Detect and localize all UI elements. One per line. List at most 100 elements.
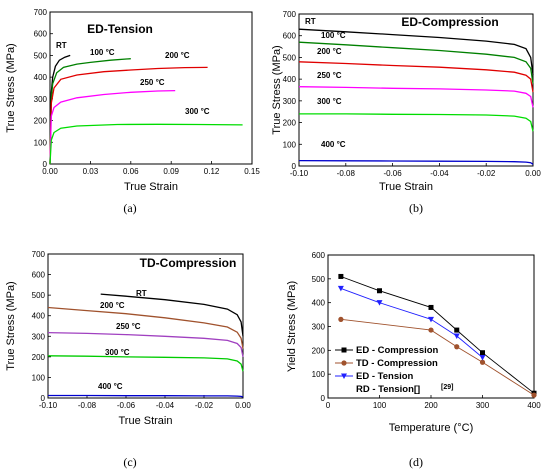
caption-b: (b) [409, 201, 423, 215]
series-line-a-1 [49, 58, 131, 165]
series-line-c-0 [100, 293, 244, 337]
x-tick-label-d: 0 [326, 401, 331, 410]
y-axis-title-d: Yield Stress (MPa) [286, 281, 298, 372]
legend-label-0: ED - Compression [356, 345, 439, 356]
curve-label-b-3: 250 °C [317, 71, 342, 80]
panel-d: 0 100 200 300 400 0 100 200 300 400 500 600 Temperat… [275, 238, 550, 476]
marker-d-0 [377, 288, 382, 294]
y-tick-label-b: 400 [283, 75, 297, 84]
y-tick-label-d: 200 [312, 346, 326, 355]
series-line-b-4 [299, 113, 534, 132]
series-line-d-0 [340, 276, 535, 394]
x-tick-label-d: 100 [373, 401, 387, 410]
x-tick-label-a: 0.15 [244, 167, 260, 176]
y-tick-label-b: 700 [283, 10, 297, 19]
series-line-b-1 [298, 41, 534, 84]
curve-label-b-5: 400 °C [321, 140, 346, 149]
x-tick-label-c: -0.06 [117, 401, 136, 410]
panel-b: -0.10 -0.08 -0.06 -0.04 -0.02 0.00 0 100 200 300 4… [271, 0, 550, 238]
curve-label-a-3: 250 °C [140, 78, 165, 87]
caption-c: (c) [123, 455, 137, 469]
x-tick-label-a: 0.06 [123, 167, 139, 176]
y-tick-label-c: 200 [32, 353, 46, 362]
y-tick-label-a: 700 [34, 8, 48, 17]
x-tick-label-c: -0.10 [39, 401, 58, 410]
curve-label-a-0: RT [56, 41, 67, 50]
chart-ed-tension: 0.00 0.03 0.06 0.09 0.12 0.15 0 100 200 300 400 500… [5, 8, 260, 193]
y-tick-label-d: 300 [312, 323, 326, 332]
chart-title-a: ED-Tension [87, 22, 153, 36]
marker-d-1 [479, 359, 486, 365]
y-axis-title-c: True Stress (MPa) [5, 281, 17, 370]
y-tick-label-a: 100 [34, 138, 48, 147]
y-tick-label-c: 600 [32, 271, 46, 280]
marker-d-1 [531, 392, 537, 398]
y-axis-title-a: True Stress (MPa) [5, 43, 17, 132]
curve-label-c-3: 300 °C [105, 348, 130, 357]
x-axis-title-c: True Strain [118, 415, 172, 427]
legend-marker-1 [341, 360, 347, 366]
marker-d-1 [338, 316, 344, 322]
x-tick-label-c: -0.04 [156, 401, 175, 410]
y-tick-label-b: 500 [283, 53, 297, 62]
y-tick-label-a: 500 [34, 51, 48, 60]
marker-d-1 [428, 327, 434, 333]
series-line-a-2 [49, 66, 208, 165]
y-tick-label-b: 300 [283, 97, 297, 106]
y-tick-label-d: 600 [312, 251, 326, 260]
y-tick-label-b: 100 [283, 140, 297, 149]
x-tick-label-a: 0.03 [83, 167, 99, 176]
marker-d-0 [428, 304, 434, 310]
marker-d-2 [337, 285, 344, 292]
x-tick-label-c: -0.02 [195, 401, 214, 410]
y-tick-label-d: 500 [312, 275, 326, 284]
legend-label-2: ED - Tension [356, 371, 414, 382]
curve-label-a-2: 200 °C [165, 51, 190, 60]
curve-label-b-1: 100 °C [321, 31, 346, 40]
series-line-c-1 [47, 306, 244, 349]
y-tick-label-d: 0 [321, 394, 326, 403]
chart-ed-compression: -0.10 -0.08 -0.06 -0.04 -0.02 0.00 0 100 200 300 4… [271, 10, 541, 193]
curve-label-c-1: 200 °C [100, 301, 125, 310]
reference-annotation-d: [29] [441, 384, 453, 391]
x-axis-title-a: True Strain [124, 181, 178, 193]
x-tick-label-b: -0.02 [477, 169, 496, 178]
marker-d-2 [376, 300, 383, 306]
series-line-b-2 [298, 61, 534, 93]
y-tick-label-a: 400 [34, 73, 48, 82]
x-tick-label-d: 300 [476, 401, 490, 410]
x-tick-label-d: 200 [424, 401, 438, 410]
x-tick-label-b: -0.06 [383, 169, 402, 178]
plot-frame-a [49, 11, 253, 165]
x-tick-label-b: 0.00 [525, 169, 541, 178]
x-tick-label-a: 0.09 [163, 167, 179, 176]
marker-d-2 [479, 354, 486, 361]
x-axis-title-b: True Strain [379, 181, 433, 193]
plot-frame-c [47, 253, 244, 399]
curve-label-c-2: 250 °C [116, 322, 141, 331]
y-tick-label-c: 300 [32, 332, 46, 341]
y-tick-label-b: 600 [283, 32, 297, 41]
y-tick-label-a: 300 [34, 95, 48, 104]
x-axis-title-d: Temperature (°C) [389, 422, 473, 434]
y-tick-label-b: 0 [292, 162, 297, 171]
marker-d-0 [454, 327, 460, 333]
y-tick-label-d: 100 [312, 370, 326, 379]
series-line-c-4 [48, 394, 244, 398]
y-tick-label-a: 0 [43, 160, 48, 169]
curve-label-b-4: 300 °C [317, 97, 342, 106]
curve-label-c-0: RT [136, 289, 147, 298]
x-tick-label-b: -0.04 [430, 169, 449, 178]
marker-d-1 [454, 344, 460, 350]
x-tick-label-b: -0.10 [290, 169, 309, 178]
marker-d-0 [480, 350, 485, 356]
marker-d-2 [428, 316, 434, 323]
y-axis-title-b: True Stress (MPa) [271, 45, 283, 134]
legend-marker-0 [341, 347, 347, 353]
y-tick-label-c: 400 [32, 312, 46, 321]
x-tick-label-b: -0.08 [337, 169, 356, 178]
series-line-a-3 [49, 89, 176, 165]
y-tick-label-d: 400 [312, 299, 326, 308]
y-tick-label-c: 0 [41, 394, 46, 403]
x-tick-label-c: 0.00 [235, 401, 251, 410]
